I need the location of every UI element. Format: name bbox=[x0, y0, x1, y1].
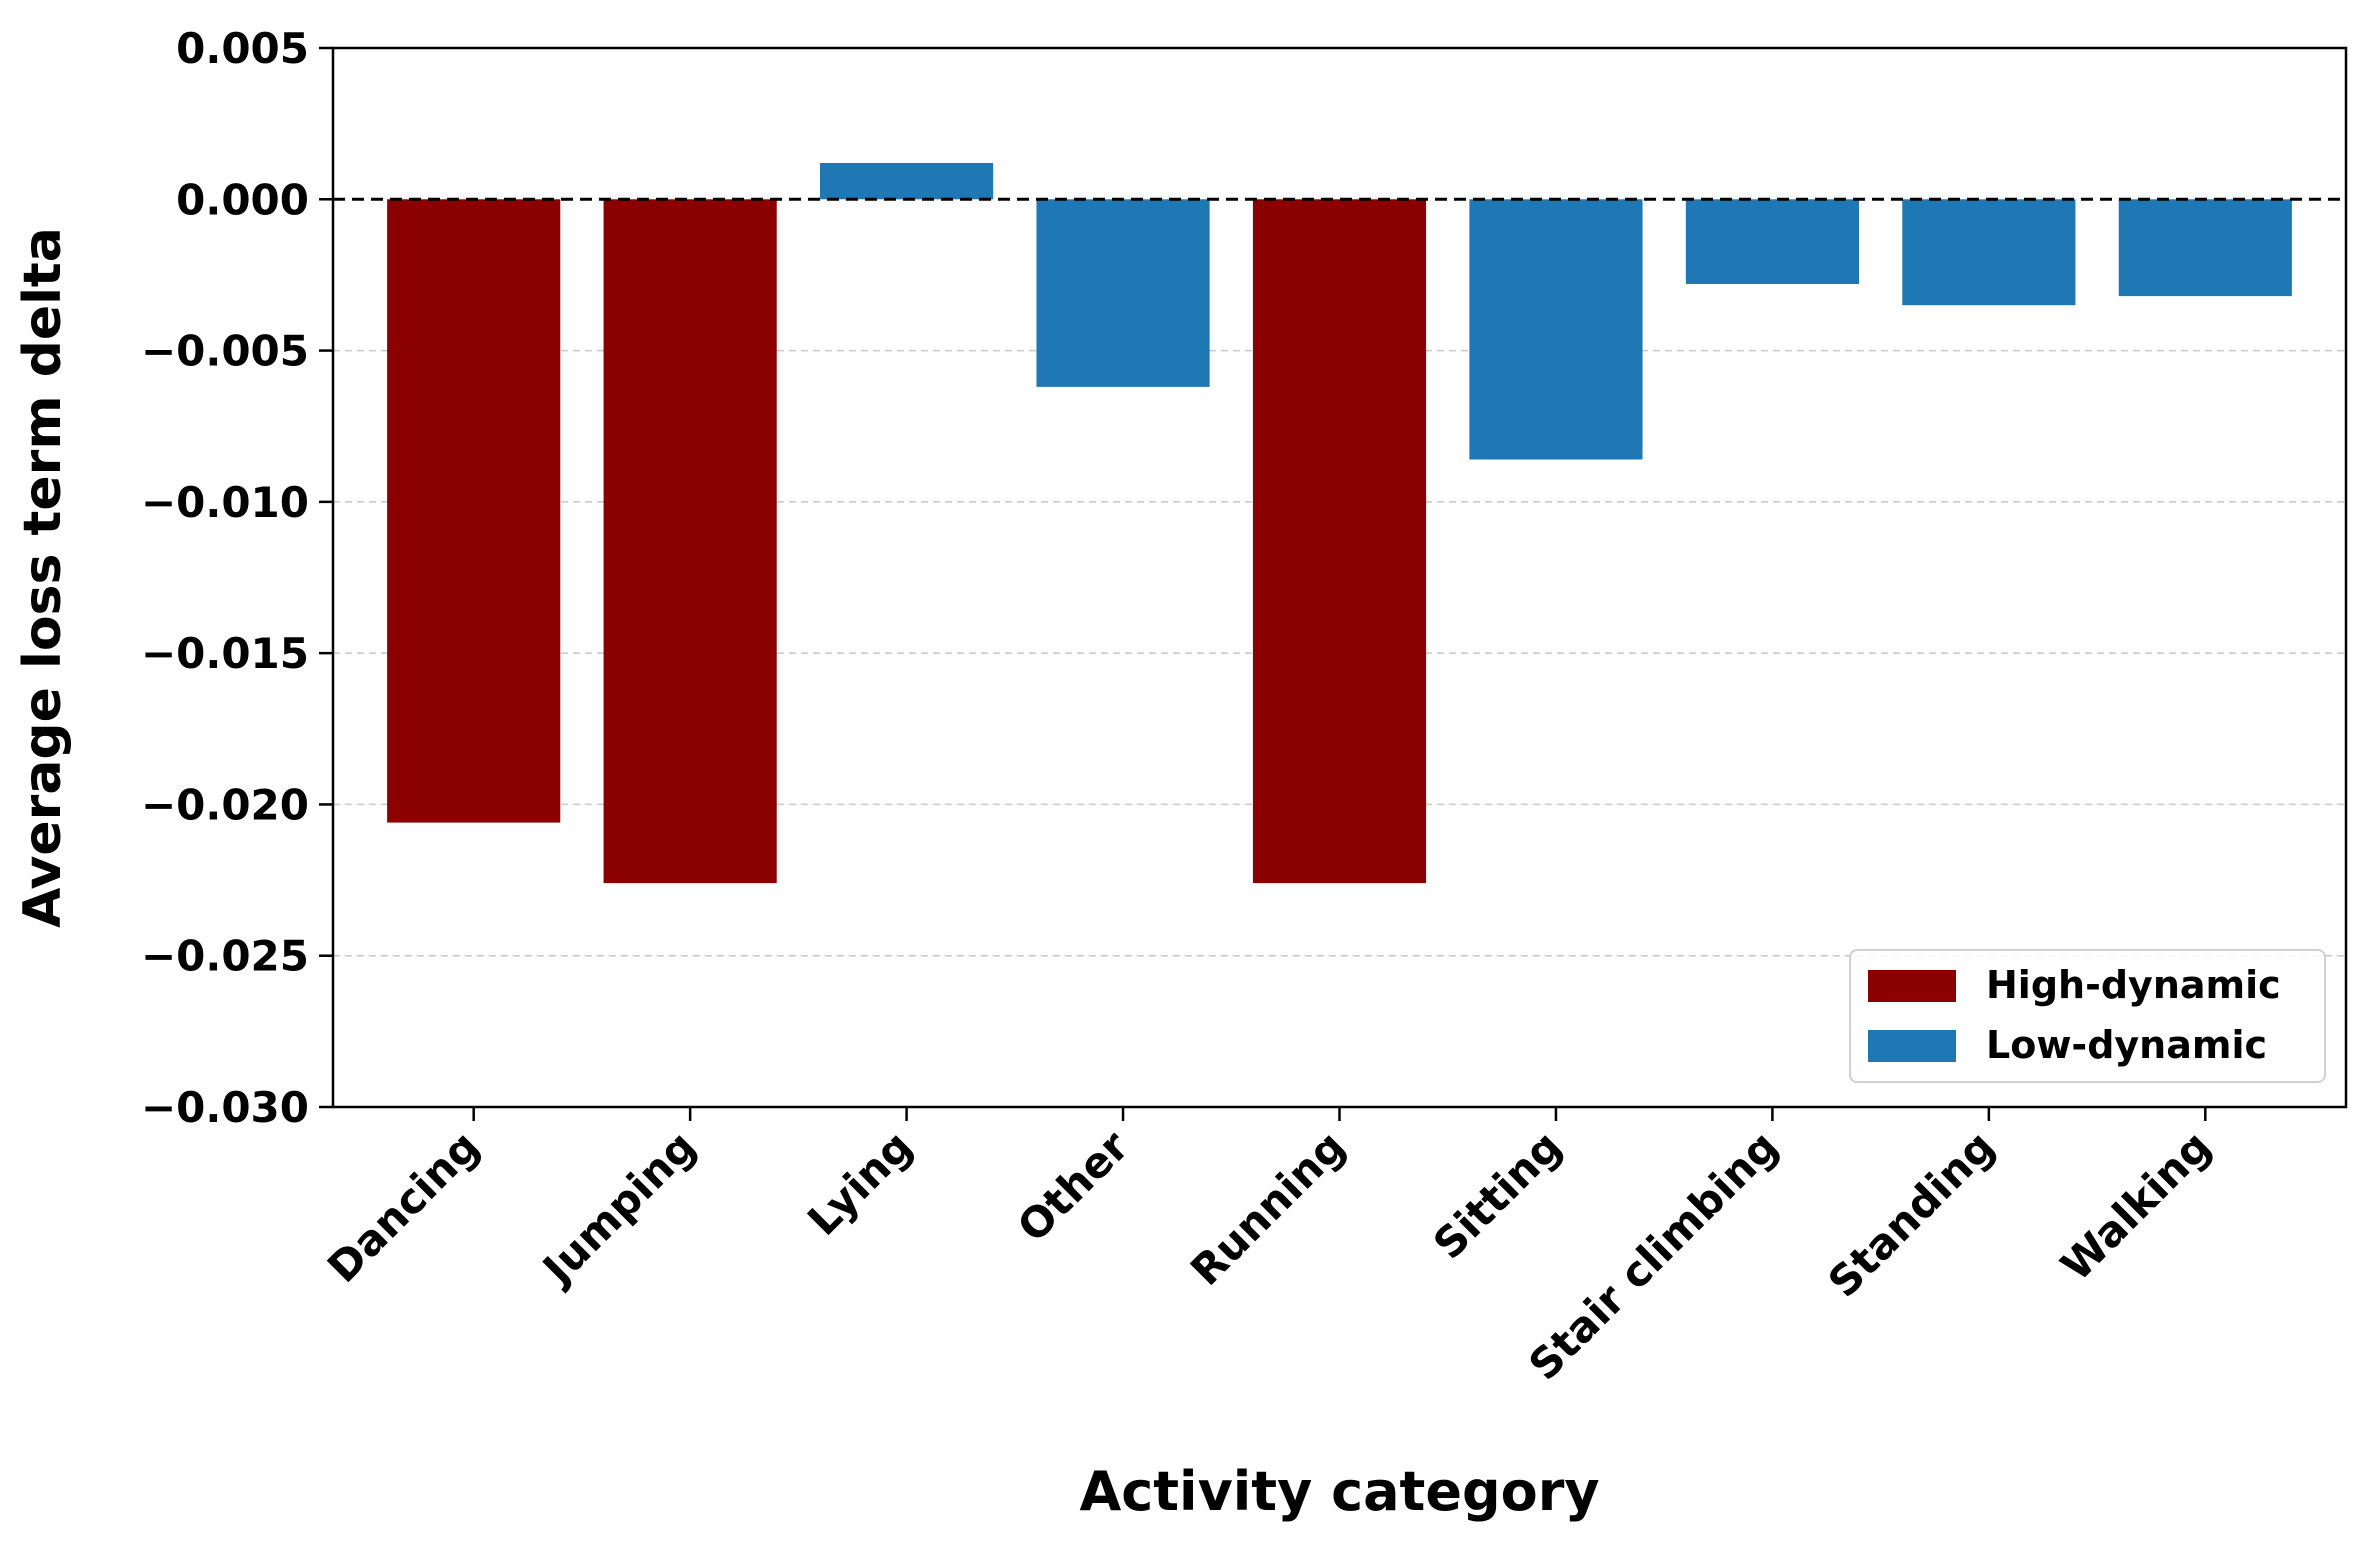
y-tick-label: −0.025 bbox=[141, 932, 309, 981]
bars bbox=[387, 162, 2292, 884]
legend-label: Low-dynamic bbox=[1986, 1023, 2267, 1067]
x-axis-ticks: Dancing Jumping Lying Other Running Sitting St… bbox=[318, 1107, 2220, 1390]
y-tick-label: −0.020 bbox=[141, 780, 309, 829]
x-axis-label: Activity category bbox=[1079, 1460, 1599, 1523]
x-tick-label: Jumping bbox=[531, 1121, 705, 1295]
bar-running bbox=[1252, 199, 1427, 884]
legend-box bbox=[1849, 949, 2326, 1083]
y-tick-label: −0.005 bbox=[141, 327, 309, 376]
bar-other bbox=[1036, 199, 1210, 387]
x-tick-label: Running bbox=[1181, 1121, 1355, 1295]
y-tick-label: −0.015 bbox=[141, 629, 309, 678]
bar-stair-climbing bbox=[1685, 199, 1859, 285]
x-tick-label: Walking bbox=[2051, 1121, 2220, 1290]
x-tick-label: Standing bbox=[1819, 1121, 2004, 1306]
bar-sitting bbox=[1469, 199, 1643, 460]
bar-standing bbox=[1902, 199, 2076, 306]
x-tick-label: Dancing bbox=[318, 1121, 489, 1292]
y-axis-ticks: 0.005 0.000 −0.005 −0.010 −0.015 −0.020 −0.025… bbox=[141, 24, 333, 1132]
y-tick-label: −0.030 bbox=[141, 1083, 309, 1132]
x-tick-label: Sitting bbox=[1424, 1121, 1571, 1268]
bar-walking bbox=[2118, 199, 2292, 297]
x-tick-label: Other bbox=[1008, 1121, 1138, 1251]
legend-label: High-dynamic bbox=[1986, 963, 2281, 1007]
legend: High-dynamic Low-dynamic bbox=[1849, 949, 2326, 1083]
y-tick-label: −0.010 bbox=[141, 478, 309, 527]
x-tick-label: Lying bbox=[798, 1121, 922, 1245]
bar-dancing bbox=[387, 199, 561, 823]
y-tick-label: 0.005 bbox=[176, 24, 309, 73]
y-tick-label: 0.000 bbox=[176, 175, 309, 224]
legend-swatch bbox=[1868, 970, 1956, 1002]
bar-lying bbox=[820, 162, 994, 200]
bar-jumping bbox=[603, 199, 777, 884]
y-axis-label: Average loss term delta bbox=[13, 227, 73, 928]
legend-swatch bbox=[1868, 1030, 1956, 1062]
